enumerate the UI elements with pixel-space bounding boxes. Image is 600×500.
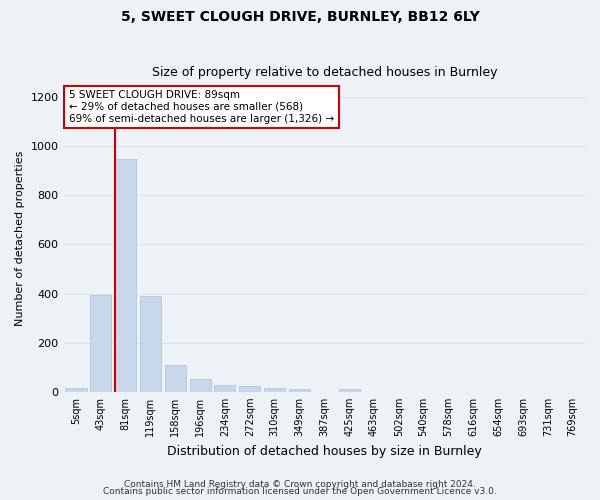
Bar: [115, 158, 136, 392]
Bar: [65, 388, 86, 392]
Bar: [190, 379, 211, 392]
Bar: [338, 388, 359, 392]
Text: 5 SWEET CLOUGH DRIVE: 89sqm
← 29% of detached houses are smaller (568)
69% of se: 5 SWEET CLOUGH DRIVE: 89sqm ← 29% of det…: [69, 90, 334, 124]
X-axis label: Distribution of detached houses by size in Burnley: Distribution of detached houses by size …: [167, 444, 482, 458]
Bar: [264, 388, 285, 392]
Text: 5, SWEET CLOUGH DRIVE, BURNLEY, BB12 6LY: 5, SWEET CLOUGH DRIVE, BURNLEY, BB12 6LY: [121, 10, 479, 24]
Bar: [165, 365, 186, 392]
Bar: [289, 389, 310, 392]
Text: Contains public sector information licensed under the Open Government Licence v3: Contains public sector information licen…: [103, 487, 497, 496]
Bar: [214, 385, 235, 392]
Text: Contains HM Land Registry data © Crown copyright and database right 2024.: Contains HM Land Registry data © Crown c…: [124, 480, 476, 489]
Bar: [140, 296, 161, 392]
Bar: [239, 386, 260, 392]
Bar: [90, 295, 112, 392]
Y-axis label: Number of detached properties: Number of detached properties: [15, 150, 25, 326]
Title: Size of property relative to detached houses in Burnley: Size of property relative to detached ho…: [152, 66, 497, 80]
